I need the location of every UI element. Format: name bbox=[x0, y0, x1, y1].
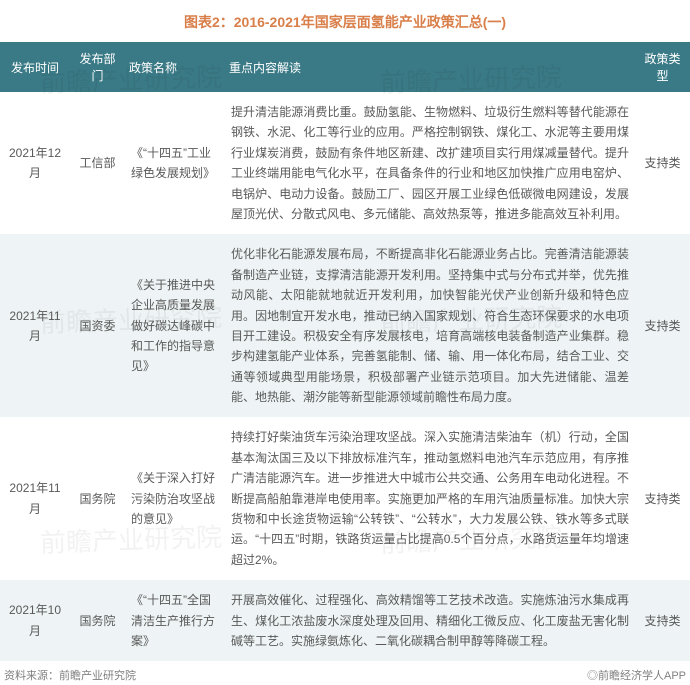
table-row: 2021年12月工信部《“十四五”工业绿色发展规划》提升清洁能源消费比重。鼓励氢… bbox=[0, 92, 690, 234]
col-header-desc: 重点内容解读 bbox=[225, 42, 635, 92]
cell-desc: 提升清洁能源消费比重。鼓励氢能、生物燃料、垃圾衍生燃料等替代能源在钢铁、水泥、化… bbox=[225, 92, 635, 234]
cell-type: 支持类 bbox=[635, 580, 690, 661]
footer-source: 资料来源：前瞻产业研究院 bbox=[4, 667, 136, 683]
cell-date: 2021年11月 bbox=[0, 417, 70, 580]
cell-desc: 持续打好柴油货车污染治理攻坚战。深入实施清洁柴油车（机）行动，全国基本淘汰国三及… bbox=[225, 417, 635, 580]
cell-dept: 工信部 bbox=[70, 92, 125, 234]
footer: 资料来源：前瞻产业研究院 ◎前瞻经济学人APP bbox=[0, 661, 690, 685]
col-header-dept: 发布部门 bbox=[70, 42, 125, 92]
table-row: 2021年10月国务院《“十四五”全国清洁生产推行方案》开展高效催化、过程强化、… bbox=[0, 580, 690, 661]
cell-date: 2021年10月 bbox=[0, 580, 70, 661]
table-header: 发布时间发布部门政策名称重点内容解读政策类型 bbox=[0, 42, 690, 92]
table-row: 2021年11月国资委《关于推进中央企业高质量发展做好碳达峰碳中和工作的指导意见… bbox=[0, 234, 690, 417]
cell-desc: 开展高效催化、过程强化、高效精馏等工艺技术改造。实施炼油污水集成再生、煤化工浓盐… bbox=[225, 580, 635, 661]
cell-dept: 国务院 bbox=[70, 417, 125, 580]
table-row: 2021年11月国务院《关于深入打好污染防治攻坚战的意见》持续打好柴油货车污染治… bbox=[0, 417, 690, 580]
cell-name: 《“十四五”全国清洁生产推行方案》 bbox=[125, 580, 225, 661]
cell-name: 《关于推进中央企业高质量发展做好碳达峰碳中和工作的指导意见》 bbox=[125, 234, 225, 417]
cell-date: 2021年12月 bbox=[0, 92, 70, 234]
cell-desc: 优化非化石能源发展布局，不断提高非化石能源业务占比。完善清洁能源装备制造产业链，… bbox=[225, 234, 635, 417]
table-body: 2021年12月工信部《“十四五”工业绿色发展规划》提升清洁能源消费比重。鼓励氢… bbox=[0, 92, 690, 661]
cell-dept: 国务院 bbox=[70, 580, 125, 661]
col-header-date: 发布时间 bbox=[0, 42, 70, 92]
col-header-name: 政策名称 bbox=[125, 42, 225, 92]
cell-date: 2021年11月 bbox=[0, 234, 70, 417]
page-root: 前瞻产业研究院 前瞻产业研究院 前瞻产业研究院 前瞻产业研究院 前瞻产业研究院 … bbox=[0, 0, 690, 685]
cell-dept: 国资委 bbox=[70, 234, 125, 417]
cell-name: 《“十四五”工业绿色发展规划》 bbox=[125, 92, 225, 234]
col-header-type: 政策类型 bbox=[635, 42, 690, 92]
footer-app: ◎前瞻经济学人APP bbox=[587, 667, 686, 683]
policy-table: 发布时间发布部门政策名称重点内容解读政策类型 2021年12月工信部《“十四五”… bbox=[0, 42, 690, 661]
chart-title: 图表2：2016-2021年国家层面氢能产业政策汇总(一) bbox=[0, 0, 690, 42]
cell-type: 支持类 bbox=[635, 92, 690, 234]
cell-type: 支持类 bbox=[635, 234, 690, 417]
cell-name: 《关于深入打好污染防治攻坚战的意见》 bbox=[125, 417, 225, 580]
cell-type: 支持类 bbox=[635, 417, 690, 580]
